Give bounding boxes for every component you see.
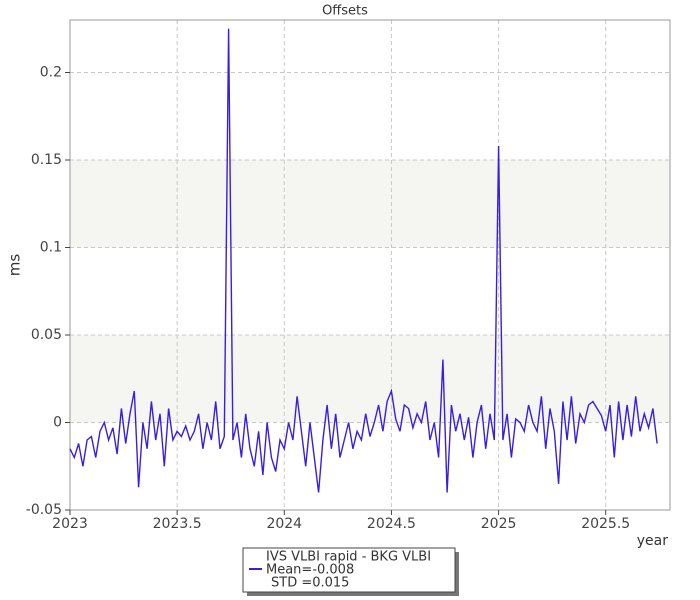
x-tick-label: 2023 (52, 516, 88, 532)
y-tick-label: 0.15 (31, 152, 62, 168)
x-tick-label: 2025.5 (581, 516, 630, 532)
y-tick-label: 0.2 (40, 65, 62, 81)
x-tick-label: 2024 (266, 516, 302, 532)
y-tick-label: 0 (53, 415, 62, 431)
x-axis-label: year (637, 533, 668, 549)
legend-label: IVS VLBI rapid - BKG VLBI (266, 550, 431, 565)
y-axis-label: ms (6, 254, 24, 277)
y-tick-label: 0.1 (40, 240, 62, 256)
legend: IVS VLBI rapid - BKG VLBI Mean=-0.008 ST… (242, 547, 459, 596)
legend-std: STD =0.015 (271, 576, 349, 591)
plot-frame (69, 19, 671, 511)
y-tick-label: -0.05 (26, 502, 62, 518)
grid-band (70, 160, 670, 248)
x-tick-label: 2025 (481, 516, 517, 532)
legend-mean: Mean=-0.008 (266, 563, 354, 578)
y-tick-label: 0.05 (31, 327, 62, 343)
x-tick-label: 2023.5 (153, 516, 202, 532)
grid-band (70, 335, 670, 423)
data-line (69, 28, 658, 493)
plot-area: -0.05 0 0.05 0.1 0.15 0.2 2023 2023.5 2024 2024.5… (26, 19, 671, 532)
x-tick-label: 2024.5 (367, 516, 416, 532)
chart-title: Offsets (322, 4, 368, 19)
legend-box (242, 547, 456, 593)
